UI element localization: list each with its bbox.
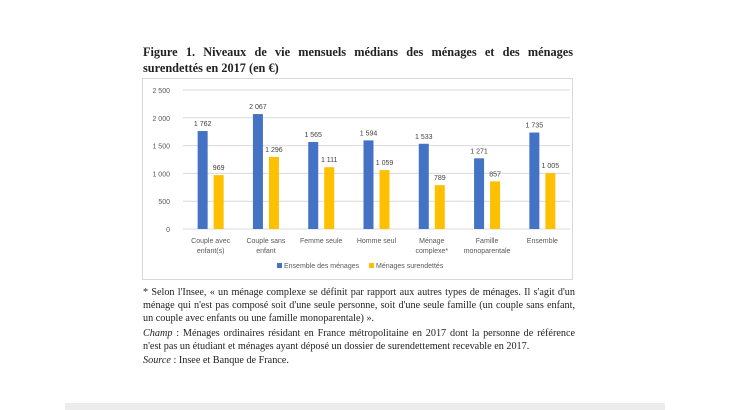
bar xyxy=(418,143,429,229)
data-label: 1 533 xyxy=(415,134,433,141)
bar xyxy=(324,167,335,229)
x-tick-label: Ménage xyxy=(419,238,444,245)
data-label: 969 xyxy=(213,165,225,172)
bar xyxy=(490,181,501,229)
bar xyxy=(213,175,224,229)
x-tick-label: enfant(s) xyxy=(197,248,225,255)
bar xyxy=(308,141,319,229)
bar xyxy=(197,131,208,229)
data-label: 1 762 xyxy=(194,121,212,128)
data-label: 1 296 xyxy=(265,147,283,154)
source-text: : Insee et Banque de France. xyxy=(170,355,289,366)
data-label: 789 xyxy=(434,175,446,182)
y-tick-label: 500 xyxy=(158,199,170,206)
bar xyxy=(379,170,390,229)
champ-note: Champ : Ménages ordinaires résidant en F… xyxy=(143,327,575,353)
x-tick-label: Couple avec xyxy=(191,238,230,245)
x-tick-label: Famille xyxy=(476,238,499,245)
legend-swatch xyxy=(369,263,374,268)
x-tick-label: enfant xyxy=(256,248,276,255)
y-tick-label: 2 000 xyxy=(152,116,170,123)
legend-swatch xyxy=(277,263,282,268)
bar xyxy=(529,132,540,229)
figure-title: Figure 1. Niveaux de vie mensuels médian… xyxy=(143,45,573,75)
y-tick-label: 1 000 xyxy=(152,171,170,178)
y-tick-label: 2 500 xyxy=(152,88,170,95)
data-label: 1 271 xyxy=(470,148,488,155)
champ-text: : Ménages ordinaires résidant en France … xyxy=(143,328,575,352)
champ-label: Champ xyxy=(143,328,173,339)
x-tick-label: complexe* xyxy=(415,248,448,255)
data-label: 857 xyxy=(489,171,501,178)
x-tick-label: Couple sans xyxy=(246,238,285,245)
data-label: 1 111 xyxy=(321,157,338,164)
y-tick-label: 1 500 xyxy=(152,144,170,151)
source-note: Source : Insee et Banque de France. xyxy=(143,354,575,367)
legend-label: Ensemble des ménages xyxy=(284,263,360,270)
y-tick-label: 0 xyxy=(166,227,170,234)
chart-container: 0 500 1 000 1 500 2 000 2 500 1 762 969 Couple a… xyxy=(142,78,573,280)
data-label: 1 005 xyxy=(542,163,560,170)
data-label: 1 735 xyxy=(526,123,544,130)
bar xyxy=(474,158,485,229)
bar-chart: 0 500 1 000 1 500 2 000 2 500 1 762 969 Couple a… xyxy=(152,88,570,270)
source-label: Source xyxy=(143,355,171,366)
data-label: 2 067 xyxy=(249,104,267,111)
bar xyxy=(252,114,263,229)
data-label: 1 565 xyxy=(304,132,322,139)
bottom-bar xyxy=(65,403,665,410)
x-tick-label: Ensemble xyxy=(527,238,558,245)
bar xyxy=(434,185,445,229)
footnote: * Selon l'Insee, « un ménage complexe se… xyxy=(143,287,575,324)
bar xyxy=(545,173,556,229)
bar xyxy=(363,140,374,229)
bar xyxy=(268,156,279,229)
data-label: 1 059 xyxy=(376,160,394,167)
x-tick-label: Homme seul xyxy=(357,238,397,245)
x-tick-label: Femme seule xyxy=(300,238,343,245)
legend-label: Ménages surendettés xyxy=(376,263,444,270)
data-label: 1 594 xyxy=(360,130,378,137)
x-tick-label: monoparentale xyxy=(464,248,511,255)
